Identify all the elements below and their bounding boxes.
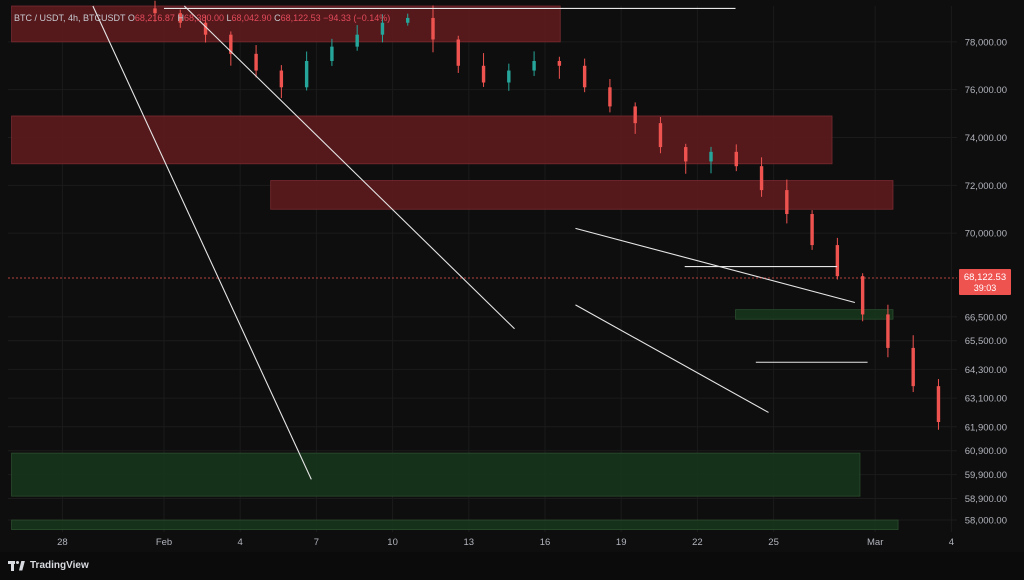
candle-body [153, 8, 157, 14]
high-key: H [177, 13, 184, 23]
price-tick-label: 66,500.00 [965, 312, 1007, 323]
candle-body [557, 60, 562, 66]
candlestick-chart[interactable]: 78,000.00 76,000.00 74,000.00 72,000.00 70,0… [0, 0, 1024, 552]
time-axis [0, 532, 1024, 552]
candle-body [254, 53, 258, 71]
brand-name: TradingView [30, 560, 89, 571]
time-tick-label: Feb [156, 537, 172, 548]
time-tick-label: Mar [867, 537, 883, 548]
candle-body [936, 386, 941, 423]
price-tick-label: 61,900.00 [965, 422, 1007, 433]
candle-body [507, 70, 511, 83]
candle-body [835, 245, 840, 277]
change-value: −94.33 (−0.14%) [323, 13, 391, 23]
price-tick-label: 65,500.00 [965, 336, 1007, 347]
candle-body [330, 46, 334, 61]
close-key: C [274, 13, 281, 23]
candle-body [178, 13, 182, 23]
open-value: 68,216.87 [134, 13, 175, 23]
price-tick-label: 59,900.00 [965, 470, 1007, 481]
last-price-value: 68,122.53 [964, 272, 1006, 283]
candle-body [759, 166, 764, 191]
candle-body [785, 190, 789, 215]
high-value: 68,380.00 [183, 13, 224, 23]
candle-body [860, 276, 865, 315]
trend-line [92, 5, 312, 480]
candle-body [709, 151, 713, 162]
chart-header: BTC / USDT, 4h, BTCUSDT O68,216.87 H68,3… [14, 13, 390, 23]
price-tick-label: 70,000.00 [965, 229, 1007, 240]
candle-body [431, 17, 435, 40]
candle-body [304, 60, 309, 88]
price-tick-label: 58,000.00 [965, 516, 1007, 527]
tradingview-logo-icon [8, 560, 25, 571]
support-zone [11, 452, 861, 497]
support-zone [735, 309, 894, 320]
time-tick-label: 22 [692, 537, 703, 548]
time-tick-label: 19 [616, 537, 627, 548]
time-tick-label: 4 [238, 537, 243, 548]
trend-line [183, 5, 515, 330]
time-tick-label: 28 [57, 537, 68, 548]
support-zone [11, 519, 899, 531]
time-tick-label: 4 [949, 537, 954, 548]
candle-body [380, 22, 385, 35]
close-value: 68,122.53 [280, 13, 321, 23]
candle-body [658, 123, 663, 148]
candle-body [229, 34, 233, 54]
time-tick-label: 10 [387, 537, 398, 548]
resistance-zone [11, 115, 833, 165]
low-value: 68,042.90 [231, 13, 272, 23]
tradingview-brand[interactable]: TradingView [8, 560, 89, 571]
trend-line [575, 304, 769, 413]
candle-body [279, 70, 284, 88]
candle-body [886, 314, 890, 348]
time-tick-label: 13 [464, 537, 475, 548]
open-key: O [127, 13, 135, 23]
candle-body [911, 347, 915, 387]
footer-bar: TradingView [0, 552, 1024, 580]
price-tick-label: 72,000.00 [965, 181, 1007, 192]
price-tick-label: 74,000.00 [965, 133, 1007, 144]
candle-body [456, 39, 460, 66]
resistance-zone [270, 180, 894, 210]
symbol-label: BTC / USDT, 4h, BTCUSDT [14, 13, 126, 23]
last-price-tag [959, 269, 1011, 296]
bar-countdown: 39:03 [974, 283, 997, 293]
price-tick-label: 63,100.00 [965, 394, 1007, 405]
candle-body [734, 151, 738, 167]
candle-body [582, 65, 587, 88]
candle-body [203, 22, 208, 35]
resistance-zone [11, 5, 561, 43]
candle-body [481, 65, 486, 83]
candle-body [355, 34, 359, 47]
price-tick-label: 60,900.00 [965, 446, 1007, 457]
candle-body [406, 17, 410, 23]
time-tick-label: 7 [314, 537, 319, 548]
candle-body [684, 147, 688, 162]
price-tick-label: 58,900.00 [965, 494, 1007, 505]
candle-body [532, 60, 536, 71]
candle-body [633, 106, 637, 124]
price-tick-label: 78,000.00 [965, 37, 1007, 48]
price-tick-label: 76,000.00 [965, 85, 1007, 96]
low-key: L [226, 13, 232, 23]
time-tick-label: 16 [540, 537, 551, 548]
candle-body [608, 87, 612, 107]
price-tick-label: 64,300.00 [965, 365, 1007, 376]
time-tick-label: 25 [768, 537, 779, 548]
candle-body [810, 214, 814, 246]
trend-line [575, 227, 856, 304]
